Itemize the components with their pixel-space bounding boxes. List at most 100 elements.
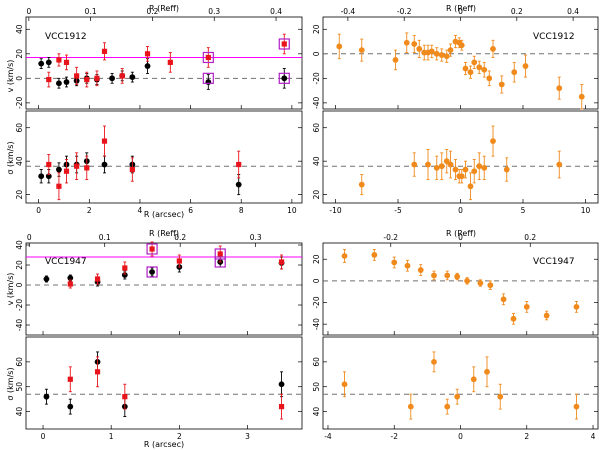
- y-tick-label: 20: [312, 254, 321, 264]
- x-tick-label: -4: [324, 432, 332, 441]
- y-tick-label: 60: [312, 123, 321, 133]
- vcc1947-folded-dispersion-panel: -4 -2 0 2 4 40 50 60: [312, 336, 599, 441]
- data-point-orange: [444, 403, 451, 410]
- top-tick-label: 0: [458, 7, 463, 16]
- data-point-orange: [523, 303, 530, 310]
- data-point-red: [119, 73, 125, 79]
- data-point-orange: [341, 253, 348, 259]
- data-point-red: [63, 168, 70, 174]
- galaxy-label: VCC1947: [533, 257, 575, 267]
- data-point-orange: [490, 138, 496, 145]
- galaxy-label: VCC1947: [45, 257, 87, 267]
- data-point-orange: [573, 303, 580, 310]
- data-point-black: [281, 75, 288, 82]
- data-point-red: [94, 276, 101, 282]
- data-point-orange: [543, 312, 550, 319]
- data-point-orange: [477, 280, 484, 286]
- data-point-orange: [511, 69, 518, 76]
- data-point-orange: [431, 358, 437, 365]
- data-point-orange: [497, 393, 504, 400]
- x-tick-label: 2: [524, 432, 529, 441]
- x-tick-label: 8: [239, 206, 244, 215]
- y-tick-label: 0: [15, 282, 24, 287]
- data-point-orange: [443, 53, 450, 60]
- data-point-orange: [458, 173, 465, 180]
- data-point-red: [74, 73, 80, 79]
- plot-frame: [25, 242, 303, 336]
- x-tick-label: 2: [87, 206, 92, 215]
- top-tick-label: 0.1: [99, 233, 111, 242]
- galaxy-label: VCC1912: [45, 32, 87, 42]
- y-tick-label: -40: [15, 319, 24, 331]
- data-point-red: [101, 138, 108, 144]
- x-tick-label: -2: [390, 432, 398, 441]
- data-point-orange: [438, 163, 445, 170]
- data-point-red: [205, 54, 211, 61]
- data-point-red: [63, 59, 70, 65]
- top-axis-label: R (Reff): [149, 4, 179, 13]
- top-tick-label: -0.2: [383, 233, 398, 242]
- bottom-axis-label: R (arcsec): [144, 440, 184, 449]
- data-point-orange: [341, 381, 348, 388]
- data-point-red: [67, 281, 73, 287]
- data-point-black: [38, 173, 45, 180]
- top-tick-label: 0.2: [524, 233, 536, 242]
- data-point-orange: [458, 42, 465, 49]
- data-point-red: [281, 41, 287, 47]
- y-tick-label: -20: [15, 299, 24, 311]
- y-tick-label: -40: [312, 318, 321, 330]
- data-point-black: [149, 269, 155, 275]
- data-point-black: [67, 403, 74, 410]
- vcc1947-dispersion-panel: 0 1 2 3 40 50 60: [15, 336, 303, 441]
- data-point-orange: [447, 161, 454, 168]
- data-point-orange: [476, 163, 483, 170]
- data-point-orange: [481, 66, 488, 73]
- data-point-orange: [336, 43, 343, 50]
- data-point-orange: [425, 161, 431, 168]
- data-point-orange: [471, 168, 478, 175]
- top-tick-label: 0.2: [174, 233, 186, 242]
- y-tick-label: 40: [312, 407, 321, 417]
- x-tick-label: 0: [458, 206, 463, 215]
- data-point-red: [74, 163, 80, 169]
- x-tick-label: -10: [329, 206, 341, 215]
- data-point-orange: [486, 75, 493, 82]
- x-tick-label: -5: [394, 206, 402, 215]
- data-point-black: [278, 381, 285, 388]
- top-axis-label: R (Reff): [446, 229, 476, 238]
- data-point-red: [67, 376, 73, 382]
- data-point-black: [45, 59, 52, 66]
- top-tick-label: 0.4: [270, 7, 282, 16]
- data-point-orange: [447, 47, 454, 54]
- data-point-black: [101, 161, 108, 168]
- data-point-red: [217, 251, 223, 257]
- top-tick-label: -0.2: [397, 7, 412, 16]
- data-point-red: [236, 161, 242, 168]
- highlight-box: [214, 256, 226, 268]
- top-tick-label: 0: [458, 233, 463, 242]
- top-tick-label: 0.2: [146, 7, 158, 16]
- data-point-orange: [500, 296, 507, 303]
- x-tick-label: 10: [581, 206, 591, 215]
- x-tick-label: 2: [177, 432, 182, 441]
- data-point-black: [109, 75, 115, 82]
- data-point-black: [38, 60, 45, 67]
- data-point-red: [167, 59, 173, 65]
- data-point-orange: [578, 93, 585, 100]
- data-point-black: [43, 393, 50, 400]
- data-point-red: [278, 404, 285, 410]
- x-tick-label: 0: [36, 206, 41, 215]
- top-axis-label: R (Reff): [446, 4, 476, 13]
- plot-frame: [322, 110, 599, 204]
- data-point-orange: [392, 57, 399, 63]
- plot-frame: [322, 336, 599, 430]
- vcc1912-folded-dispersion-panel: -10 -5 0 5 10 20 40 60: [312, 110, 599, 215]
- y-tick-label: 50: [312, 382, 321, 392]
- y-axis-label: v (km/s): [6, 273, 15, 306]
- y-tick-label: 0: [312, 278, 321, 283]
- data-point-red: [176, 258, 182, 264]
- top-tick-label: 0.3: [250, 233, 262, 242]
- top-axis-label: R (Reff): [149, 229, 179, 238]
- data-point-orange: [487, 282, 494, 289]
